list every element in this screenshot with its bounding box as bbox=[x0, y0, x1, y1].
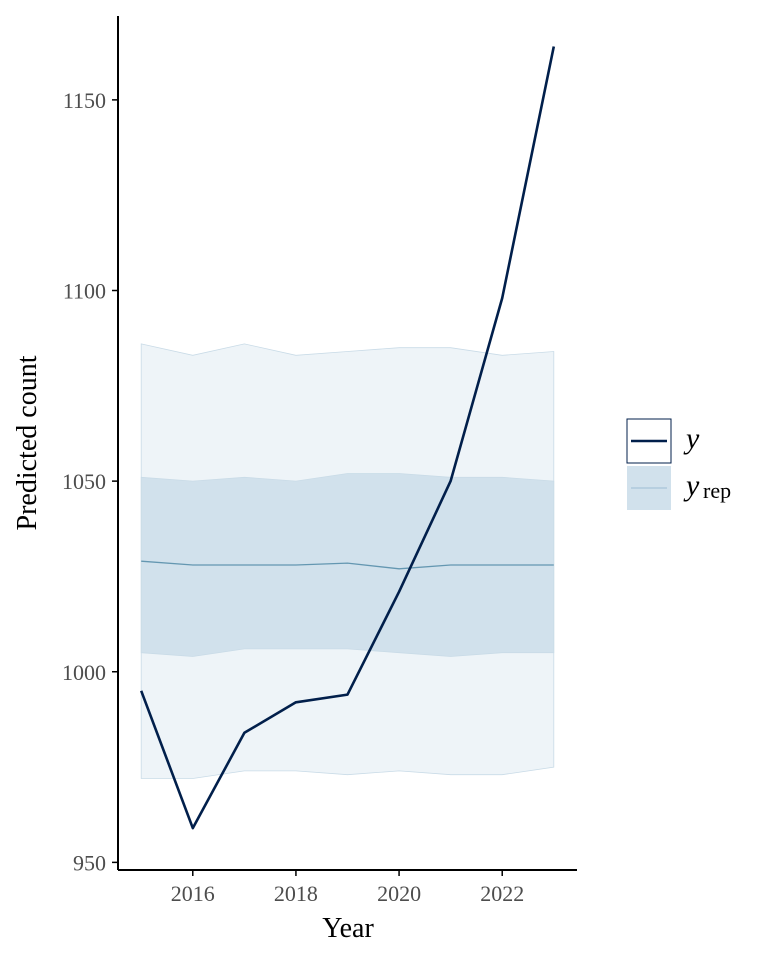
y-axis-title: Predicted count bbox=[12, 355, 43, 530]
y-tick-label: 1050 bbox=[62, 469, 106, 494]
line-layer bbox=[139, 46, 556, 830]
x-tick-label: 2022 bbox=[480, 881, 524, 906]
x-ticks: 2016 2018 2020 2022 bbox=[171, 870, 524, 906]
yrep-inner-band bbox=[140, 473, 555, 657]
yrep-median-line bbox=[141, 560, 554, 570]
x-axis-title: Year bbox=[322, 913, 374, 944]
x-tick-label: 2018 bbox=[274, 881, 318, 906]
legend: y y rep bbox=[626, 418, 731, 510]
x-tick-label: 2016 bbox=[171, 881, 215, 906]
y-tick-label: 1100 bbox=[63, 279, 106, 304]
y-ticks: 950 1000 1050 1100 1150 bbox=[62, 88, 118, 875]
y-series-line bbox=[139, 46, 556, 830]
legend-label-yrep: y bbox=[683, 469, 700, 502]
legend-label-y: y bbox=[683, 422, 700, 455]
x-tick-label: 2020 bbox=[377, 881, 421, 906]
y-tick-label: 1150 bbox=[63, 88, 106, 113]
ribbon-layer bbox=[140, 343, 555, 779]
y-tick-label: 1000 bbox=[62, 660, 106, 685]
legend-label-yrep-sub: rep bbox=[703, 478, 731, 503]
y-tick-label: 950 bbox=[73, 850, 106, 875]
